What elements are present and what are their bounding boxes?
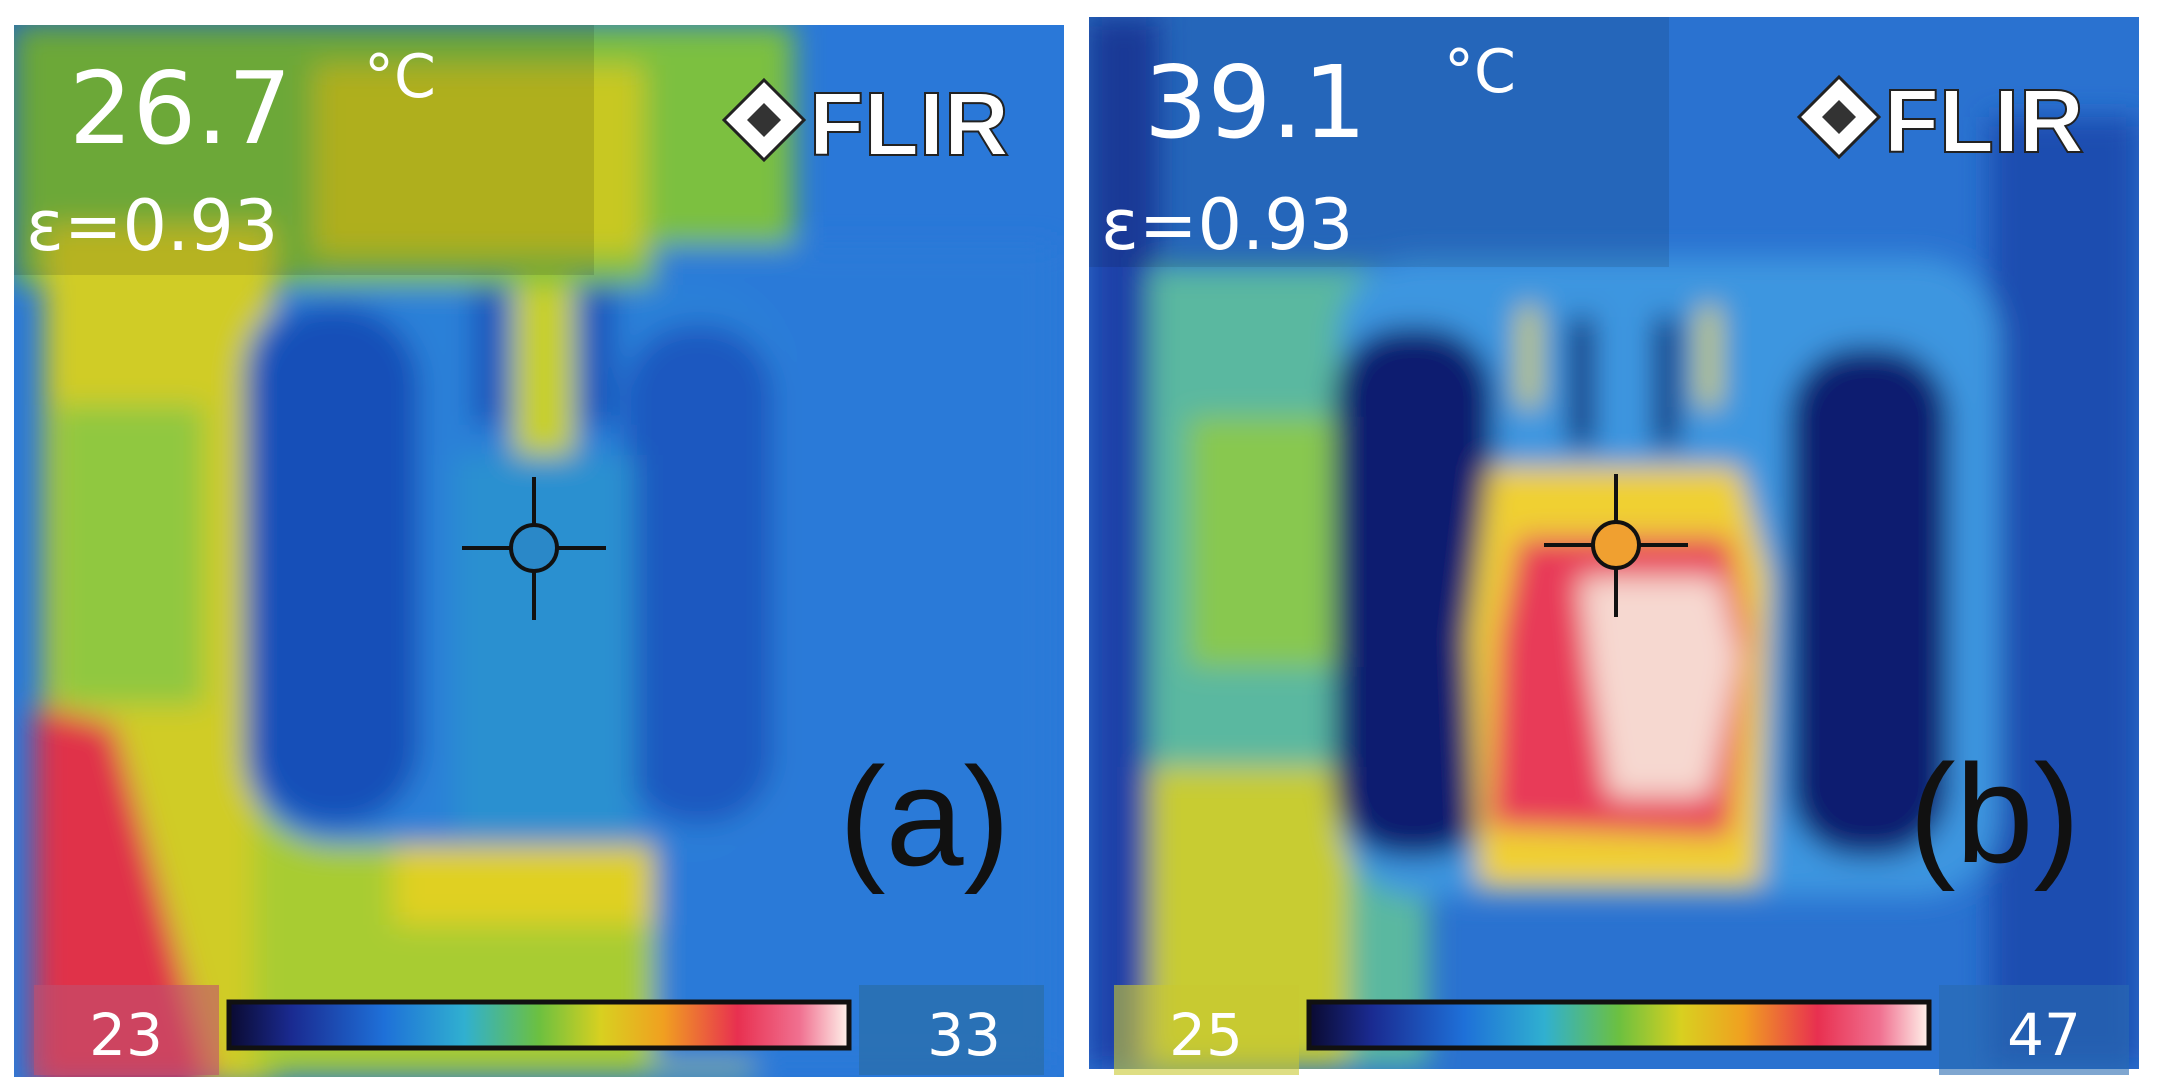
crosshair	[1544, 474, 1688, 617]
colorbar	[1306, 999, 1932, 1051]
crosshair	[462, 477, 606, 620]
scale-min: 23	[89, 1001, 163, 1069]
unit: °C	[364, 42, 436, 112]
max-box	[1939, 985, 2129, 1075]
scale-min: 25	[1169, 1001, 1243, 1069]
thermal-image	[14, 25, 1064, 1077]
panel-label: (a)	[839, 738, 1010, 895]
readout-box	[1089, 17, 1669, 267]
emissivity: ε=0.93	[1101, 184, 1353, 266]
unit: °C	[1444, 37, 1516, 107]
emissivity: ε=0.93	[26, 185, 278, 267]
min-box	[34, 985, 219, 1075]
flir-logo: FLIR	[721, 74, 1010, 176]
panel-a: 26.7 °C ε=0.93 FLIR (a) 23 33	[14, 25, 1064, 1077]
panel-label: (b)	[1909, 735, 2080, 892]
scale-max: 33	[927, 1001, 1001, 1069]
scale-max: 47	[2007, 1001, 2081, 1069]
panel-b: 39.1 °C ε=0.93 FLIR (b) 25 47	[1089, 17, 2139, 1075]
temperature: 39.1	[1144, 44, 1367, 161]
max-box	[859, 985, 1044, 1075]
min-box	[1114, 985, 1299, 1075]
flir-logo: FLIR	[1796, 71, 2085, 173]
temperature: 26.7	[69, 50, 292, 167]
logo-text: FLIR	[1884, 72, 2084, 172]
colorbar	[226, 999, 852, 1051]
logo-text: FLIR	[809, 75, 1009, 175]
readout-box	[14, 25, 594, 275]
